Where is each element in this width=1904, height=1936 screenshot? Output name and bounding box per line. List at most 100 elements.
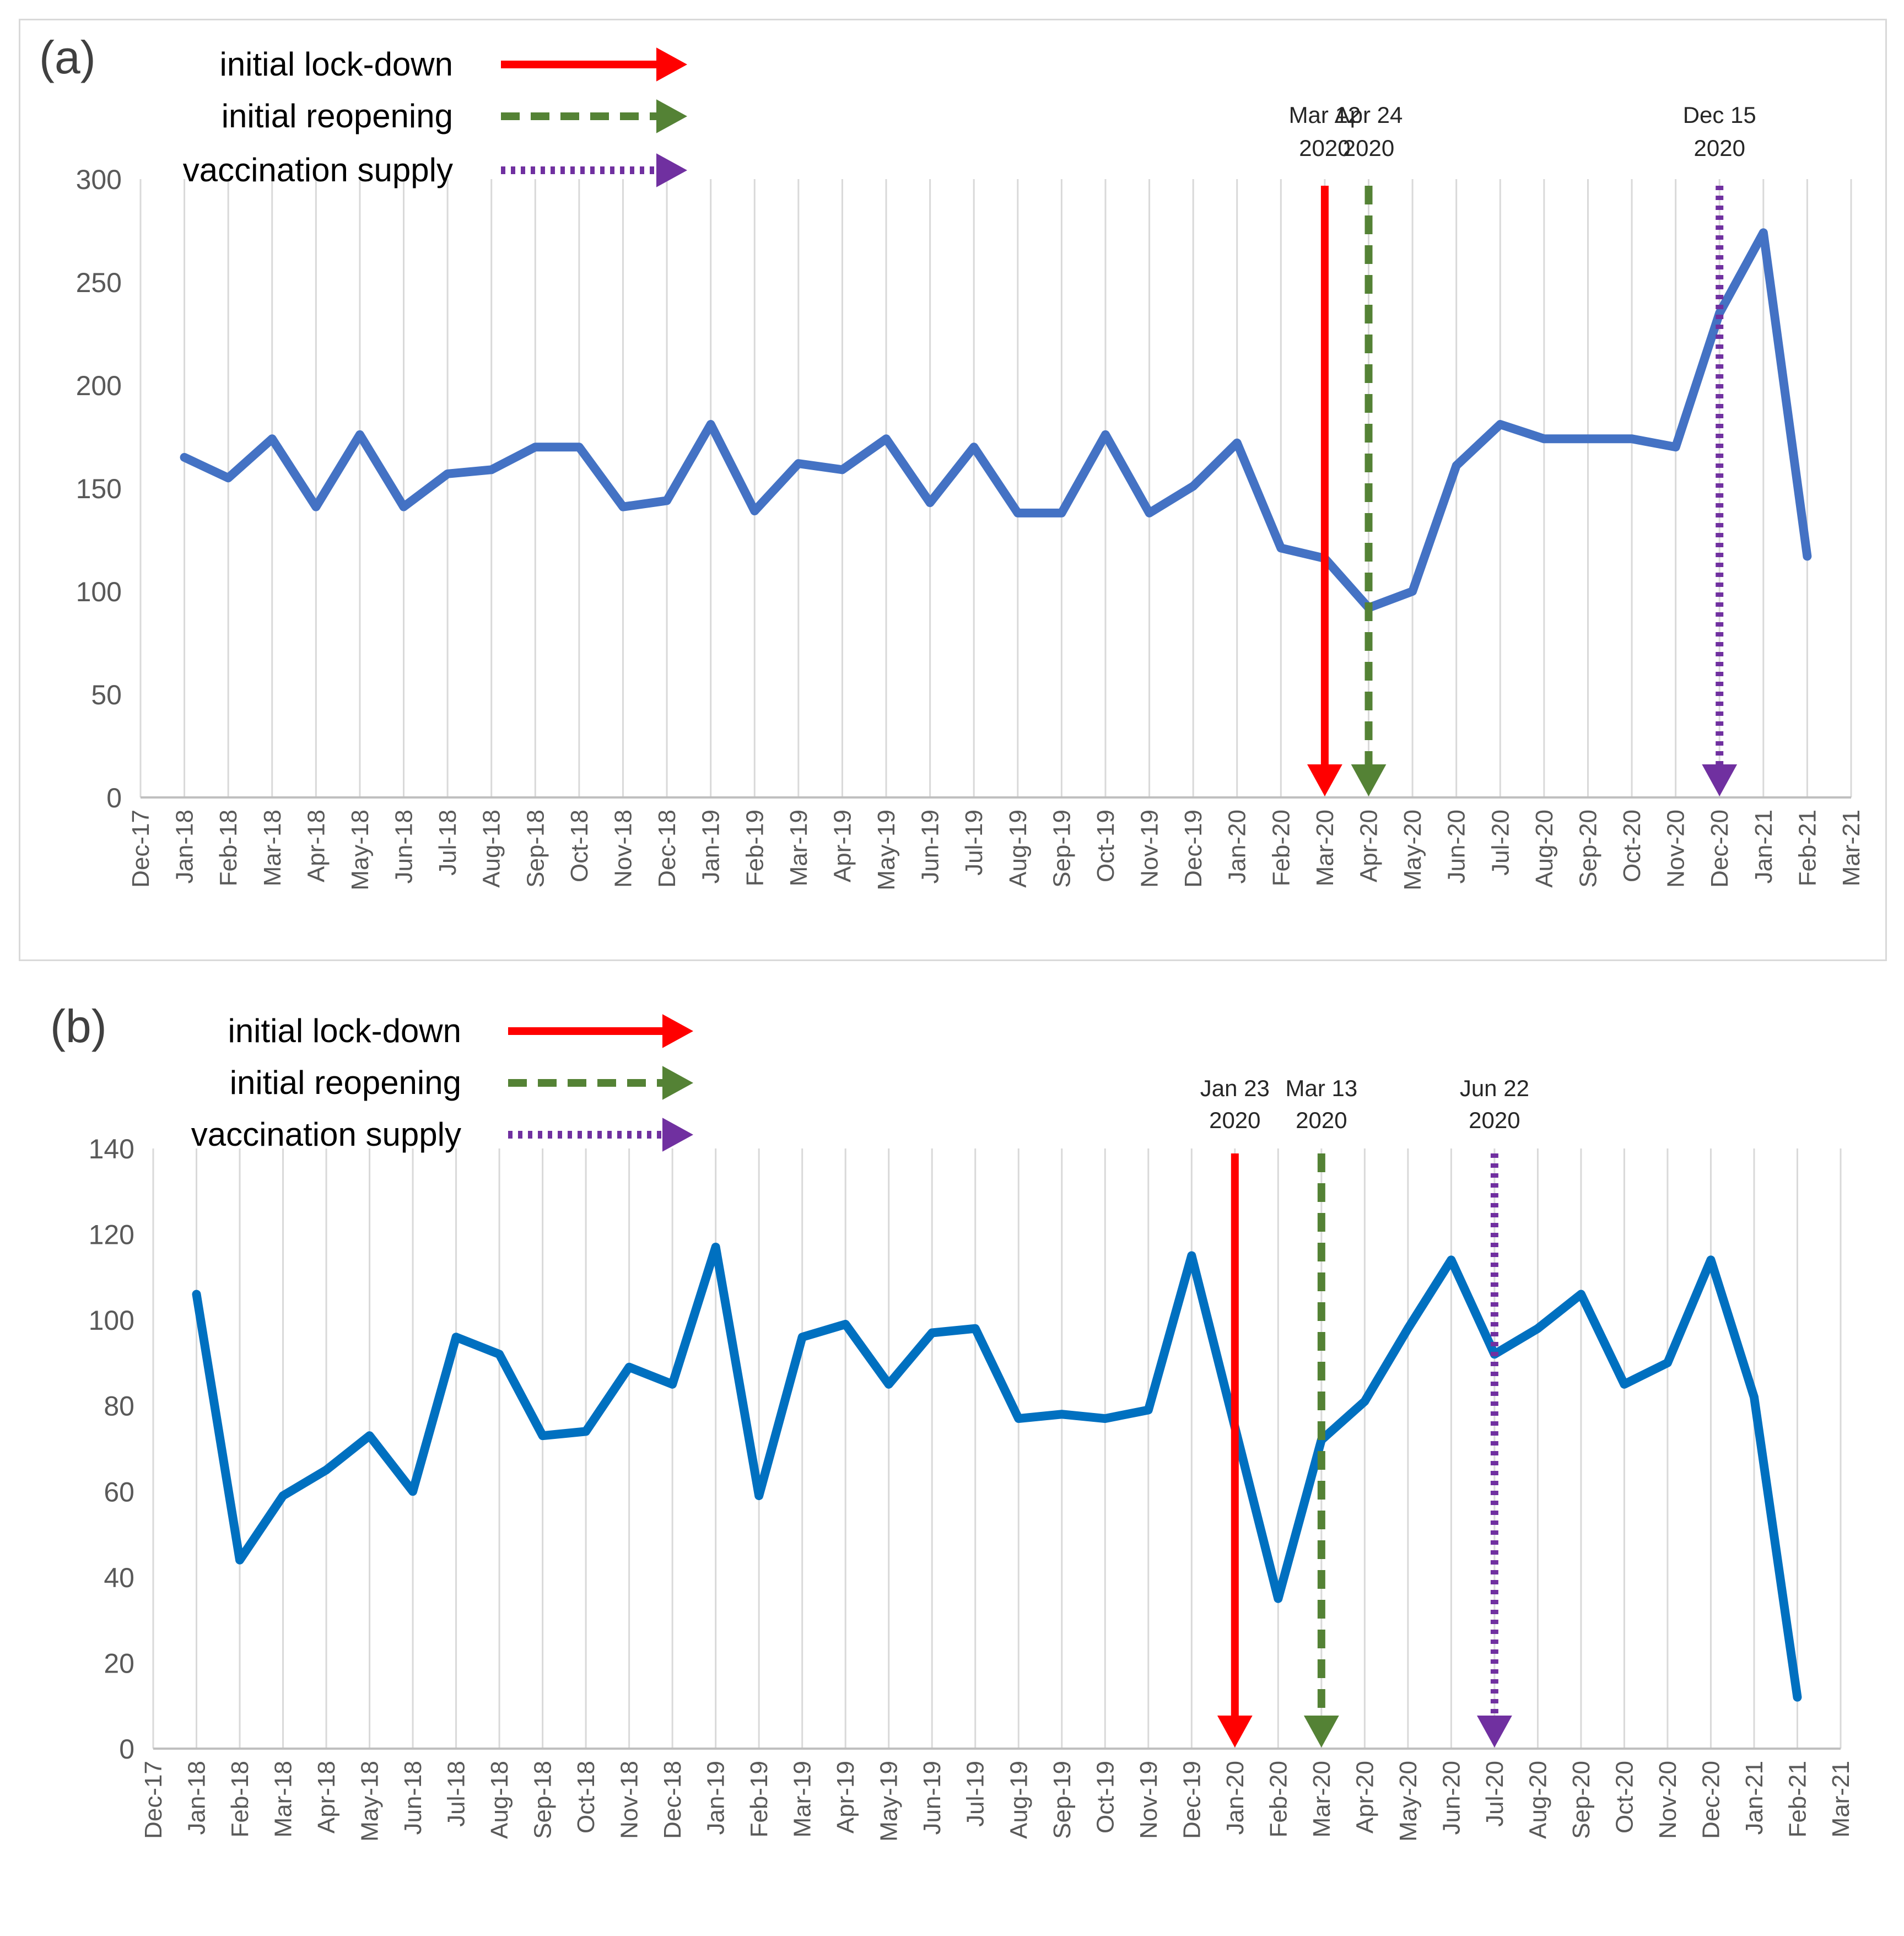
chart-b-y-tick-label: 20: [104, 1648, 134, 1679]
chart-b-event-dotted-label-year: 2020: [1469, 1107, 1520, 1133]
chart-b-svg: (b) 0 20 40 60 80 100 120 140 Dec-17 Jan-18 Feb-18 M…: [50, 1000, 1854, 1842]
chart-b-legend-label-dotted: vaccination supply: [191, 1116, 461, 1153]
chart-a-event-dashed-arrow-head: [1351, 764, 1387, 796]
chart-b-series-line: [192, 1242, 1802, 1702]
chart-b-legend-label-dashed: initial reopening: [230, 1064, 461, 1101]
chart-b-data-point: [1277, 1598, 1279, 1599]
chart-a-y-tick-label: 250: [76, 267, 122, 298]
chart-a-event-solid-label-year: 2020: [1299, 135, 1350, 161]
chart-a-legend-arrow-dotted-head: [656, 153, 687, 187]
chart-a-x-tick-label: May-18: [347, 810, 374, 891]
chart-b-x-tick-label: Oct-19: [1092, 1761, 1119, 1833]
chart-a-y-tick-label: 200: [76, 370, 122, 401]
chart-a-x-tick-label: Dec-19: [1180, 810, 1207, 888]
chart-b-event-solid: [1217, 1153, 1253, 1748]
chart-b-y-tick-label: 100: [89, 1305, 134, 1336]
chart-a-x-tick-label: May-19: [873, 810, 900, 891]
chart-a-data-point: [1719, 312, 1720, 314]
chart-b-x-tick-label: Jan-21: [1741, 1761, 1768, 1835]
chart-a-event-solid: [1307, 186, 1342, 796]
chart-b-x-tick-label: Mar-21: [1827, 1761, 1854, 1837]
chart-a-x-tick-label: Aug-18: [478, 810, 505, 888]
chart-a-data-point: [403, 506, 404, 508]
chart-b-y-tick-label: 60: [104, 1476, 134, 1507]
chart-a-x-tick-label: Aug-20: [1531, 810, 1558, 888]
chart-a-data-point: [1193, 486, 1194, 487]
chart-a-event-dashed-label-date: Apr 24: [1335, 102, 1403, 128]
chart-b-x-tick-label: Apr-18: [313, 1761, 340, 1833]
chart-b-x-tick-label: Dec-19: [1178, 1761, 1205, 1839]
chart-b-legend-arrow-dotted-head: [662, 1118, 693, 1152]
chart-a-x-tick-label: Aug-19: [1005, 810, 1032, 888]
chart-b-x-tick-label: Aug-18: [486, 1761, 513, 1839]
chart-a-x-tick-label: Mar-20: [1312, 810, 1339, 886]
chart-b-x-tick-label: Jul-19: [962, 1761, 989, 1827]
chart-b-y-tick-label: 80: [104, 1391, 134, 1422]
chart-a-event-dashed-label-year: 2020: [1343, 135, 1394, 161]
chart-b-event-solid-arrow-head: [1217, 1716, 1253, 1748]
chart-a-x-tick-label: Jul-19: [961, 810, 988, 876]
chart-a-x-tick-label: Feb-21: [1794, 810, 1821, 886]
chart-b-x-tick-label: Sep-20: [1568, 1761, 1595, 1839]
chart-b-data-point: [196, 1293, 197, 1295]
chart-b-x-tick-label: Jul-20: [1481, 1761, 1508, 1827]
chart-b-x-tick-label: Jan-20: [1222, 1761, 1249, 1835]
chart-b-x-tick-label: Mar-18: [270, 1761, 297, 1837]
chart-b-x-tick-label: Jun-19: [919, 1761, 946, 1835]
chart-a-data-point: [1412, 591, 1413, 592]
chart-b-x-tick-label: Feb-18: [226, 1761, 253, 1837]
chart-b-x-tick-label: Jan-18: [184, 1761, 211, 1835]
chart-a-data-point: [710, 424, 711, 425]
chart-b-x-tick-label: Dec-20: [1697, 1761, 1724, 1839]
chart-a-x-tick-label: Nov-19: [1136, 810, 1163, 888]
chart-b-x-tick-label: May-18: [357, 1761, 384, 1842]
chart-b-x-tick-label: Aug-19: [1005, 1761, 1032, 1839]
chart-a-x-tick-label: Jul-20: [1487, 810, 1514, 876]
chart-a-legend-label-dashed: initial reopening: [222, 98, 453, 134]
chart-a-data-point: [1456, 465, 1457, 466]
chart-b-legend-arrow-dashed-head: [662, 1066, 693, 1100]
chart-a-y-tick-label: 300: [76, 164, 122, 195]
chart-b-x-tick-label: May-19: [876, 1761, 903, 1842]
chart-a-x-tick-label: Feb-18: [215, 810, 242, 886]
chart-b-x-tick-label: Jun-18: [400, 1761, 427, 1835]
chart-b-event-dotted-label-date: Jun 22: [1460, 1075, 1529, 1101]
chart-a-x-tick-label: Sep-18: [522, 810, 549, 888]
chart-panel-b: (b) 0 20 40 60 80 100 120 140 Dec-17 Jan-18 Feb-18 M…: [34, 979, 1875, 1916]
chart-a-x-tick-label: Mar-18: [259, 810, 286, 886]
chart-a-event-dotted-label-date: Dec 15: [1683, 102, 1756, 128]
chart-a-x-tick-label: Jan-18: [171, 810, 198, 884]
chart-b-x-tick-label: Apr-19: [832, 1761, 859, 1833]
chart-a-x-tick-label: Mar-21: [1838, 810, 1865, 886]
chart-b-x-tick-label: Mar-20: [1308, 1761, 1335, 1837]
chart-a-x-tick-label: Oct-19: [1092, 810, 1119, 882]
chart-a-event-dotted: [1702, 186, 1738, 796]
chart-b-x-tick-label: Nov-20: [1654, 1761, 1681, 1839]
chart-a-x-tick-label: Dec-20: [1706, 810, 1733, 888]
chart-a-x-tick-label: Jan-21: [1750, 810, 1777, 884]
chart-b-event-dashed-label-year: 2020: [1296, 1107, 1347, 1133]
chart-a-x-tick-label: Apr-19: [829, 810, 856, 882]
chart-b-legend-label-solid: initial lock-down: [228, 1012, 461, 1049]
chart-a-x-tick-label: Feb-19: [741, 810, 768, 886]
chart-a-data-point: [1806, 556, 1808, 557]
chart-b-x-tick-label: Feb-20: [1265, 1761, 1292, 1837]
chart-b-x-tick-label: Mar-19: [789, 1761, 816, 1837]
chart-a-x-tick-label: Jan-19: [698, 810, 725, 884]
chart-b-x-tick-label: Jun-20: [1438, 1761, 1465, 1835]
chart-a-event-dotted-label-year: 2020: [1694, 135, 1745, 161]
chart-a-x-tick-label: Jun-19: [917, 810, 944, 884]
chart-a-y-tick-label: 0: [106, 783, 122, 813]
chart-b-event-dashed: [1303, 1153, 1339, 1748]
chart-a-event-solid-arrow-head: [1307, 764, 1342, 796]
chart-b-data-point: [499, 1353, 500, 1355]
chart-b-x-tick-label: Nov-19: [1135, 1761, 1162, 1839]
chart-b-data-point: [1407, 1328, 1409, 1329]
chart-a-x-tick-label: Nov-18: [610, 810, 637, 888]
chart-b-x-tick-label: Aug-20: [1524, 1761, 1551, 1839]
chart-b-data-point: [1667, 1362, 1668, 1363]
chart-a-x-tick-label: Oct-20: [1619, 810, 1646, 882]
chart-a-x-tick-label: Jul-18: [434, 810, 461, 876]
chart-b-data-point: [1061, 1414, 1062, 1415]
chart-a-y-tick-label: 100: [76, 576, 122, 607]
